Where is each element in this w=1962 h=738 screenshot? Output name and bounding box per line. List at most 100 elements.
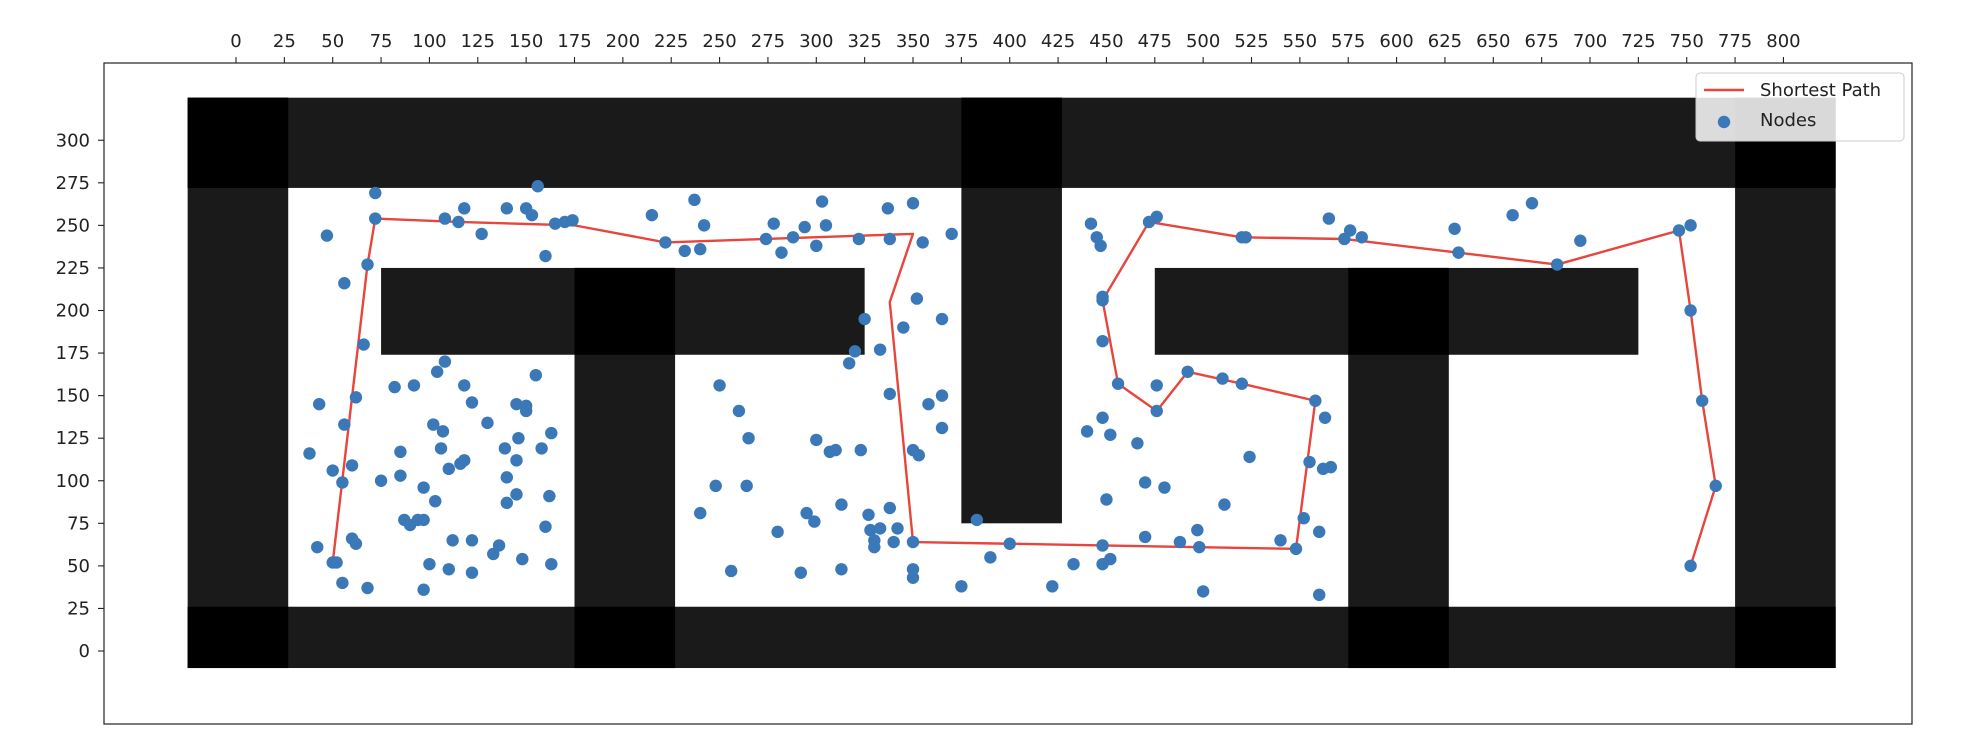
node-point [815,195,829,208]
node-point [786,231,800,244]
node-point [1313,525,1326,539]
y-tick-label: 75 [67,513,90,534]
node-point [810,239,823,253]
node-point [873,522,887,535]
x-tick-label: 25 [273,31,296,52]
node-point [767,217,780,230]
node-point [1506,208,1519,222]
node-point [481,416,494,430]
node-point [1309,394,1322,407]
node-point [955,580,968,593]
node-point [357,338,370,351]
legend: Shortest Path Nodes [1695,72,1905,142]
node-point [446,534,459,547]
legend-label: Nodes [1760,110,1816,131]
map-obstacle [187,97,289,669]
node-point [519,404,533,418]
node-point [1318,411,1332,424]
node-point [771,525,784,539]
x-tick-label: 375 [944,31,978,52]
node-point [1448,222,1461,235]
node-point [510,397,523,411]
node-point [326,464,339,477]
node-point [864,523,877,537]
node-point [835,498,848,511]
node-point [543,489,556,503]
node-point [1274,534,1287,547]
node-point [1684,219,1697,232]
node-point [349,537,363,550]
node-point [887,535,900,549]
y-axis-ticks: 0 25 50 75 100 125 150 175 200 225 250 275 300 [56,130,104,662]
node-point [794,566,808,579]
node-point [361,581,374,595]
node-point [465,566,479,579]
map-obstacle [1735,97,1836,669]
node-point [1550,258,1564,271]
node-point [452,215,465,229]
node-point [458,202,471,215]
node-point [1173,535,1187,549]
node-point [810,433,823,447]
node-point [848,345,862,358]
y-tick-label: 200 [56,301,90,322]
node-point [1303,455,1316,469]
x-tick-label: 225 [654,31,688,52]
x-tick-label: 650 [1476,31,1510,52]
node-point [510,454,523,467]
node-point [423,557,436,571]
map-obstacle-overlap [574,267,676,355]
node-point [1111,377,1125,390]
node-point [529,368,543,382]
node-point [535,442,548,455]
node-point [868,540,881,554]
legend-label: Shortest Path [1760,80,1881,101]
map-obstacle-overlap [961,97,1062,188]
node-point [732,404,746,418]
node-point [369,186,382,200]
map-obstacle-overlap [187,606,289,669]
node-point [417,513,430,527]
node-point [1343,224,1357,237]
map-obstacle [187,606,1736,669]
node-point [539,520,552,533]
node-point [330,556,343,569]
node-point [1138,530,1152,544]
node-point [945,227,958,241]
node-point [1193,540,1206,554]
node-point [873,343,887,356]
x-axis-ticks: 0 25 50 75 100 125 150 175 200 225 250 275 300 325 350… [230,31,1801,63]
node-point [487,547,500,561]
node-point [858,312,871,326]
x-tick-label: 525 [1234,31,1268,52]
node-point [862,508,875,521]
node-point [1084,217,1098,230]
map-obstacle-overlap [1348,606,1449,669]
y-tick-label: 250 [56,215,90,236]
x-tick-label: 725 [1621,31,1655,52]
node-point [759,232,773,246]
y-tick-label: 25 [67,598,90,619]
node-point [1243,450,1256,464]
node-point [436,425,450,438]
node-point [1289,542,1303,556]
node-point [417,583,430,596]
legend-marker-swatch [1717,115,1731,129]
node-point [724,564,738,578]
node-point [1096,539,1109,552]
node-point [566,214,579,227]
x-tick-label: 100 [412,31,446,52]
node-point [910,292,924,305]
node-point [1131,437,1144,450]
node-point [388,380,401,394]
x-tick-label: 450 [1089,31,1123,52]
node-point [458,454,471,467]
node-point [312,397,326,411]
x-tick-label: 675 [1524,31,1558,52]
node-point [475,227,488,241]
x-tick-label: 625 [1428,31,1462,52]
node-point [740,479,753,493]
y-tick-label: 300 [56,130,90,151]
node-point [742,431,755,445]
